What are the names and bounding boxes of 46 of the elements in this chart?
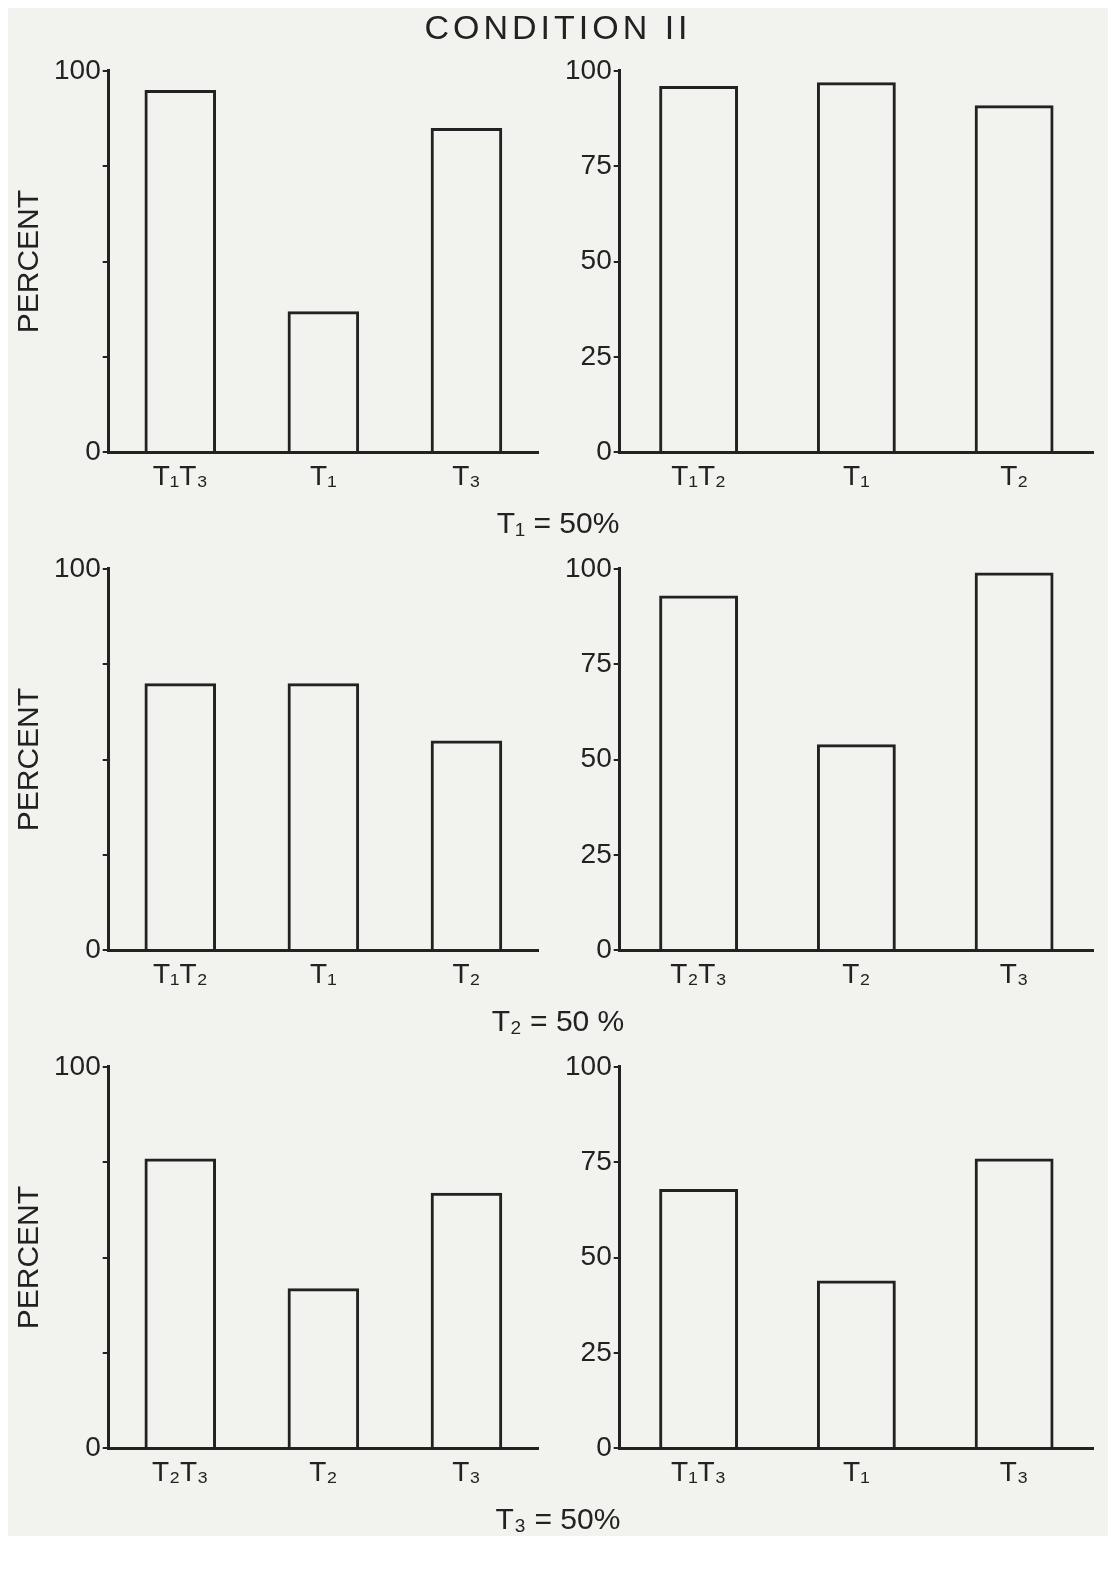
x-tick-label: T₃ [452, 1455, 481, 1487]
text: T₂ = 50 % [490, 1004, 626, 1038]
y-tick-label: 0 [85, 1431, 101, 1463]
x-tick-label: T₁ [843, 1455, 870, 1487]
x-tick-label: T₂T₃ [670, 957, 727, 989]
y-tick-label: 50 [580, 1240, 612, 1272]
y-tick-label: 0 [85, 933, 101, 965]
y-tick-label: 0 [596, 435, 612, 467]
y-tick-label: 75 [580, 148, 612, 180]
chart-title: CONDITION II [423, 8, 693, 48]
y-tick-label: 50 [580, 244, 612, 276]
y-tick-label: 50 [580, 742, 612, 774]
x-tick-label: T₁T₂ [671, 459, 726, 491]
text: T₁ = 50% [495, 506, 621, 540]
x-tick-label: T₂T₃ [152, 1455, 209, 1487]
y-tick-label: 25 [580, 339, 612, 371]
x-tick-label: T₁ [310, 459, 337, 491]
x-tick-label: T₃ [452, 459, 481, 491]
y-tick-label: 25 [580, 1335, 612, 1367]
x-tick-label: T₃ [999, 957, 1029, 989]
y-tick-label: 75 [580, 1144, 612, 1176]
text: T₃ = 50% [494, 1502, 622, 1536]
y-tick-label: 25 [580, 837, 612, 869]
y-axis-title: PERCENT [11, 1185, 45, 1330]
y-tick-label: 0 [596, 933, 612, 965]
x-tick-label: T₂ [842, 957, 871, 989]
y-tick-label: 100 [565, 1049, 612, 1081]
y-tick-label: 100 [54, 551, 101, 583]
x-tick-label: T₃ [999, 1455, 1029, 1487]
y-tick-label: 0 [85, 435, 101, 467]
y-tick-label: 100 [565, 53, 612, 85]
x-tick-label: T₂ [309, 1455, 338, 1487]
y-tick-label: 100 [565, 551, 612, 583]
y-axis-title: PERCENT [11, 687, 45, 832]
x-tick-label: T₁ [843, 459, 870, 491]
y-tick-label: 0 [596, 1431, 612, 1463]
x-tick-label: T₁T₃ [152, 459, 208, 491]
y-tick-label: 100 [54, 53, 101, 85]
x-tick-label: T₁T₃ [671, 1455, 727, 1487]
x-tick-label: T₂ [452, 957, 481, 989]
y-axis-title: PERCENT [11, 189, 45, 334]
x-tick-label: T₂ [1000, 459, 1029, 491]
x-tick-label: T₁T₂ [153, 957, 208, 989]
y-tick-label: 75 [580, 646, 612, 678]
y-tick-label: 100 [54, 1049, 101, 1081]
x-tick-label: T₁ [310, 957, 337, 989]
